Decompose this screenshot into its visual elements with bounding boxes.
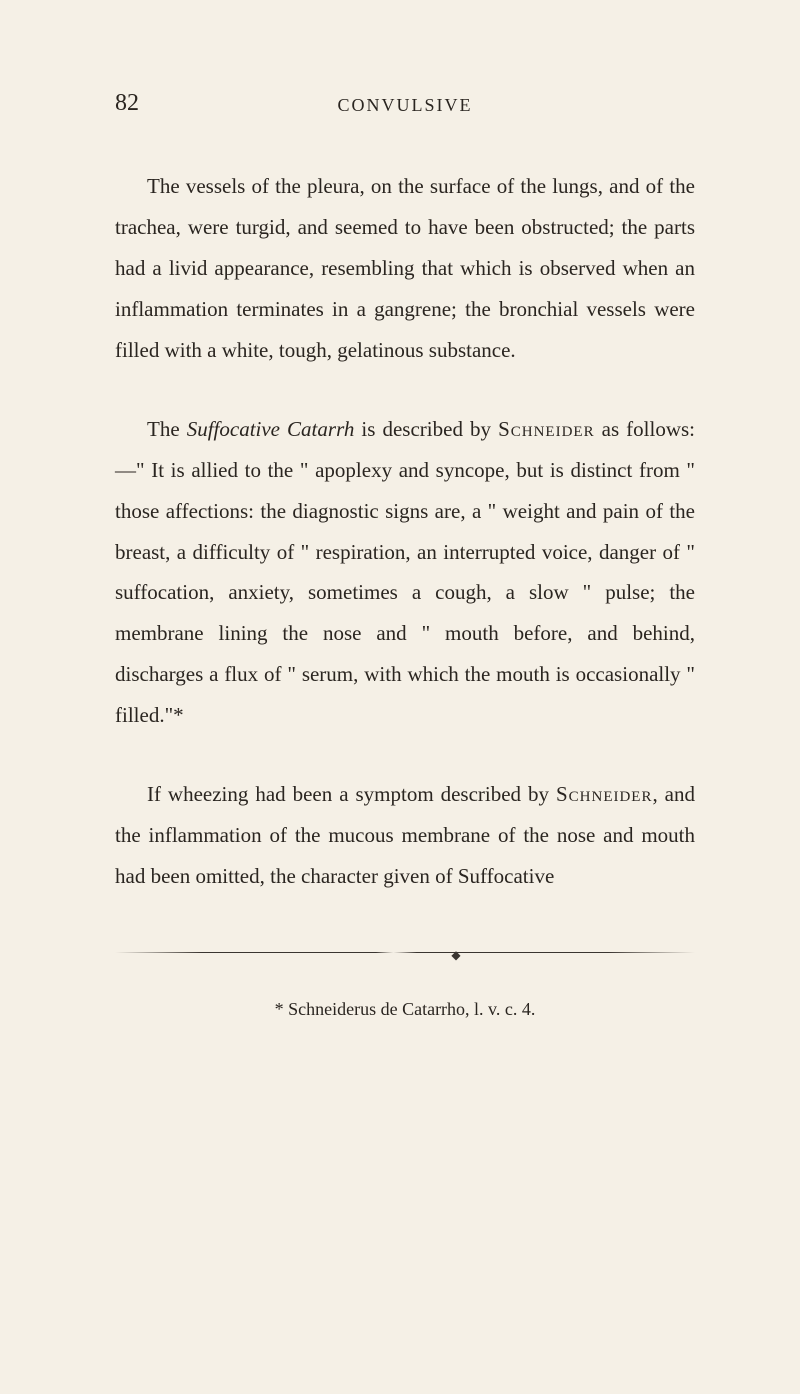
page-header: CONVULSIVE — [115, 90, 695, 116]
p2-prefix: The — [147, 417, 187, 441]
paragraph-2: The Suffocative Catarrh is described by … — [115, 409, 695, 737]
page-number: 82 — [115, 90, 139, 117]
footnote-divider: ◆ — [115, 952, 695, 954]
paragraph-1: The vessels of the pleura, on the surfac… — [115, 166, 695, 371]
p2-quote: as follows:—" It is allied to the " apop… — [115, 417, 695, 728]
p3-prefix: If wheezing had been a symptom described… — [147, 782, 556, 806]
divider-ornament: ◆ — [451, 948, 460, 963]
p3-author: Schneider — [556, 782, 653, 806]
paragraph-3: If wheezing had been a symptom described… — [115, 774, 695, 897]
p2-italic-term: Suffocative Catarrh — [187, 417, 355, 441]
footnote: * Schneiderus de Catarrho, l. v. c. 4. — [115, 999, 695, 1020]
p2-author: Schneider — [498, 417, 595, 441]
p2-mid1: is described by — [354, 417, 498, 441]
